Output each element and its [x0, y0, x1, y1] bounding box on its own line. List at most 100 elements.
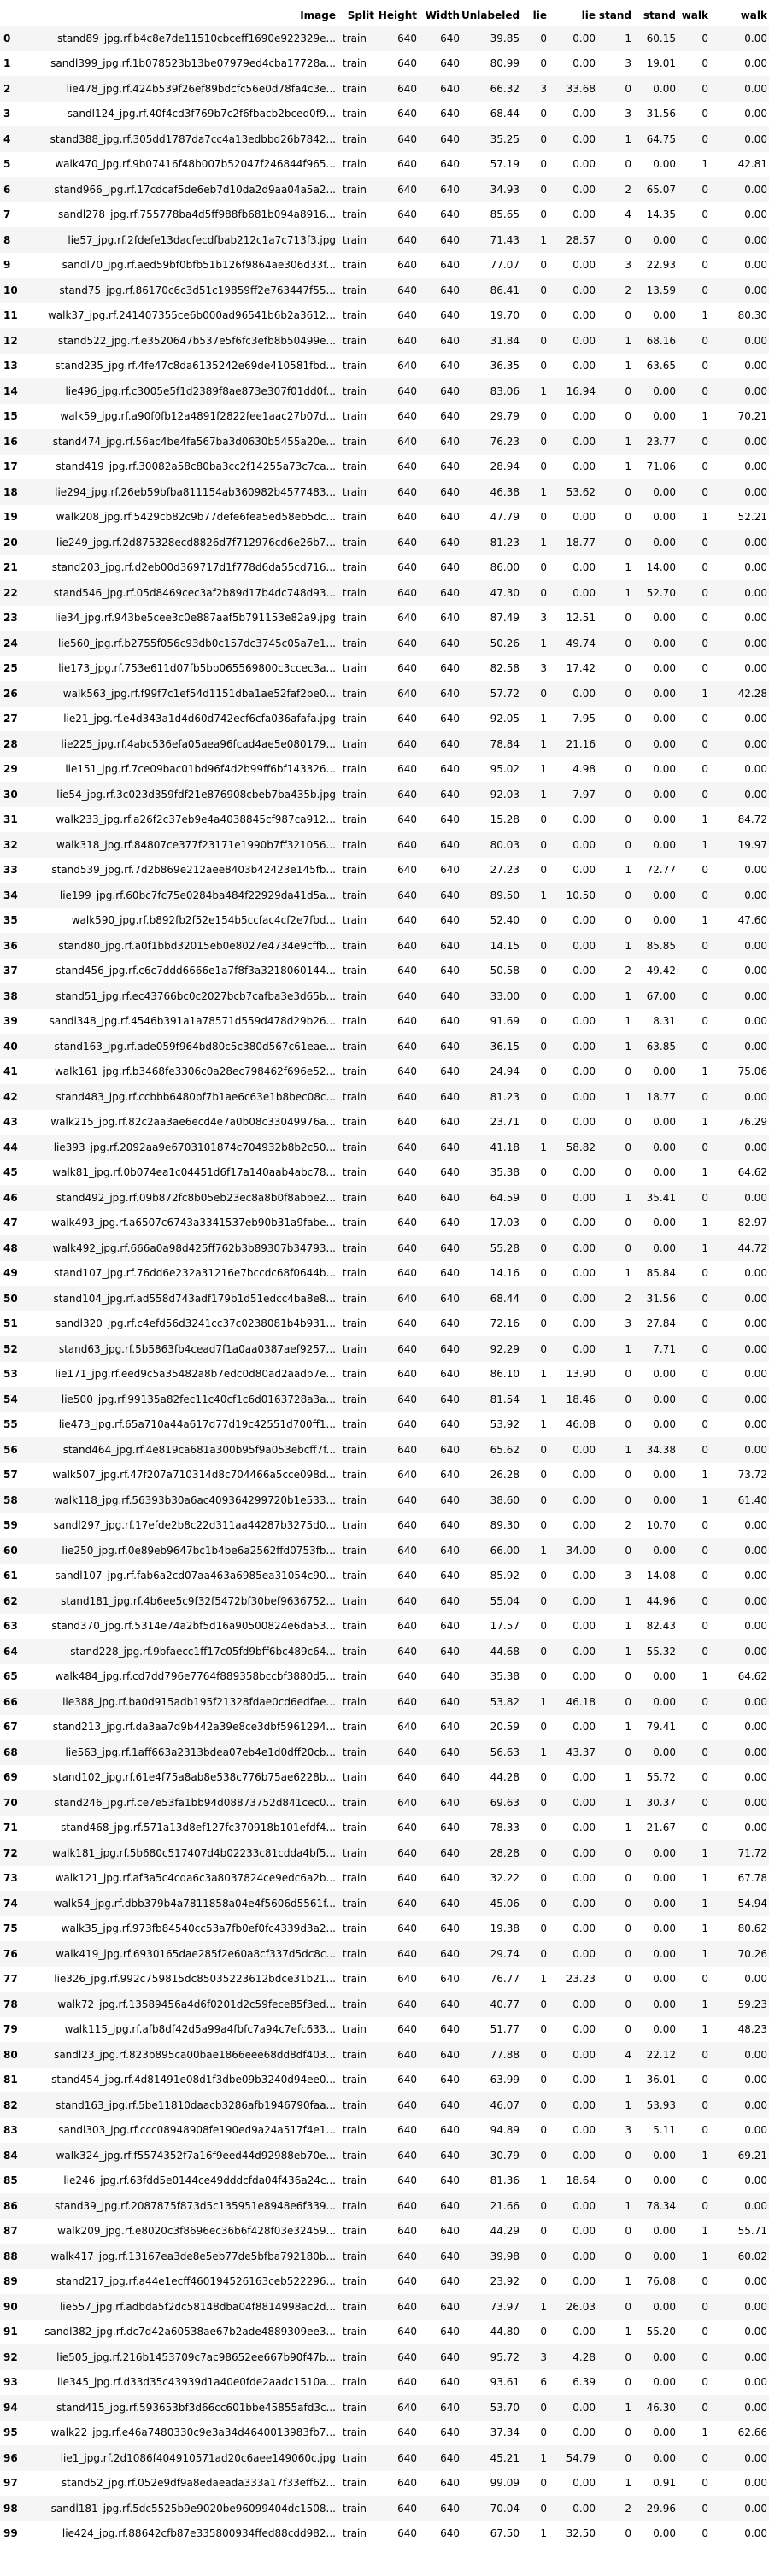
table-cell: 0.00	[653, 763, 676, 776]
split-cell: train	[343, 637, 367, 649]
table-cell: 0	[625, 1695, 631, 1708]
split-cell: train	[343, 2275, 367, 2288]
table-row: 47 walk493_jpg.rf.a6507c6743a3341537eb90b…	[0, 1210, 769, 1235]
table-cell: 640	[440, 1368, 460, 1381]
table-cell: 76.23	[490, 435, 520, 448]
image-cell: sandl320_jpg.rf.c4efd56d3241cc37c0238081…	[55, 1317, 336, 1330]
table-cell: 0	[701, 763, 708, 776]
table-cell: 0.00	[744, 233, 767, 246]
table-cell: 0	[540, 461, 547, 473]
table-cell: 29.79	[490, 410, 520, 423]
image-cell: walk208_jpg.rf.5429cb82c9b77defe6fea5ed5…	[56, 511, 336, 524]
split-cell: train	[343, 1267, 367, 1280]
table-cell: 0.00	[653, 2250, 676, 2262]
table-cell: 0.00	[572, 1267, 596, 1280]
table-cell: 1	[540, 384, 547, 397]
table-cell: 640	[397, 1141, 417, 1153]
row-index: 72	[3, 1846, 18, 1859]
row-index: 53	[3, 1368, 18, 1381]
table-cell: 53.93	[646, 2098, 676, 2111]
table-cell: 28.28	[490, 1846, 520, 1859]
split-cell: train	[343, 2124, 367, 2137]
image-cell: walk324_jpg.rf.f5574352f7a16f9eed44d9298…	[56, 2149, 336, 2162]
table-cell: 33.68	[566, 82, 596, 95]
image-cell: lie294_jpg.rf.26eb59bfba811154ab360982b4…	[55, 485, 336, 498]
table-cell: 640	[397, 1040, 417, 1053]
table-cell: 0.00	[572, 1620, 596, 1633]
table-cell: 1	[625, 132, 631, 145]
table-cell: 0.00	[572, 965, 596, 977]
table-cell: 0.00	[653, 2350, 676, 2363]
table-cell: 0	[540, 1670, 547, 1683]
split-cell: train	[343, 511, 367, 524]
table-cell: 47.60	[737, 914, 767, 927]
table-cell: 0	[540, 108, 547, 120]
table-cell: 0.00	[653, 2023, 676, 2036]
table-cell: 0	[701, 183, 708, 196]
table-cell: 0	[540, 2023, 547, 2036]
table-cell: 0	[701, 82, 708, 95]
table-cell: 640	[397, 32, 417, 44]
table-cell: 0	[701, 384, 708, 397]
table-cell: 19.97	[737, 838, 767, 851]
table-row: 73 walk121_jpg.rf.af3a5c4cda6c3a8037824ce…	[0, 1865, 769, 1891]
table-row: 1 sandl399_jpg.rf.1b078523b13be07979ed4cb…	[0, 50, 769, 76]
table-cell: 640	[440, 737, 460, 750]
table-cell: 0	[540, 2149, 547, 2162]
table-cell: 60.15	[646, 32, 676, 44]
table-cell: 52.21	[737, 511, 767, 524]
table-cell: 640	[397, 989, 417, 1002]
table-cell: 10.50	[566, 889, 596, 901]
table-cell: 22.93	[646, 259, 676, 272]
table-cell: 0	[625, 662, 631, 675]
table-cell: 0	[701, 132, 708, 145]
row-index: 91	[3, 2326, 18, 2338]
table-cell: 16.94	[566, 384, 596, 397]
table-cell: 640	[397, 57, 417, 70]
table-cell: 0	[701, 2350, 708, 2363]
image-cell: stand181_jpg.rf.4b6ee5c9f32f5472bf30bef9…	[61, 1594, 336, 1607]
table-row: 50 stand104_jpg.rf.ad558d743adf179b1d51ed…	[0, 1286, 769, 1311]
table-cell: 50.58	[490, 965, 520, 977]
image-cell: stand522_jpg.rf.e3520647b537e5f6fc3efb8b…	[57, 334, 336, 347]
row-index: 96	[3, 2451, 18, 2464]
split-cell: train	[343, 989, 367, 1002]
table-cell: 0	[540, 586, 547, 599]
table-row: 74 walk54_jpg.rf.dbb379b4a7811858a04e4f56…	[0, 1891, 769, 1916]
table-cell: 640	[440, 813, 460, 826]
table-cell: 0	[625, 763, 631, 776]
table-cell: 640	[397, 1469, 417, 1482]
table-cell: 640	[397, 2124, 417, 2137]
table-cell: 0	[540, 309, 547, 322]
image-cell: walk22_jpg.rf.e46a7480330c9e3a34d4640013…	[50, 2426, 336, 2439]
table-cell: 0.00	[572, 2426, 596, 2439]
table-cell: 0	[625, 158, 631, 171]
image-cell: lie249_jpg.rf.2d875328ecd8826d7f712976cd…	[56, 536, 336, 549]
split-cell: train	[343, 965, 367, 977]
table-cell: 1	[540, 1393, 547, 1405]
table-cell: 640	[440, 108, 460, 120]
image-cell: lie560_jpg.rf.b2755f056c93db0c157dc3745c…	[57, 637, 336, 649]
table-cell: 0.00	[572, 1191, 596, 1204]
row-index: 37	[3, 965, 18, 977]
image-cell: lie563_jpg.rf.1aff663a2313bdea07eb4e1d0d…	[65, 1746, 336, 1758]
table-cell: 23.71	[490, 1116, 520, 1129]
table-cell: 0.00	[744, 737, 767, 750]
table-cell: 0.00	[572, 1493, 596, 1506]
table-cell: 0.00	[653, 309, 676, 322]
table-cell: 640	[440, 1822, 460, 1834]
table-cell: 17.42	[566, 662, 596, 675]
table-cell: 0	[540, 1267, 547, 1280]
table-cell: 0	[701, 2376, 708, 2389]
table-cell: 640	[440, 1217, 460, 1229]
table-cell: 0	[701, 2477, 708, 2490]
table-cell: 0.00	[572, 1670, 596, 1683]
table-cell: 0	[625, 2225, 631, 2238]
split-cell: train	[343, 2023, 367, 2036]
table-cell: 640	[397, 1292, 417, 1305]
table-cell: 640	[440, 1393, 460, 1405]
table-cell: 1	[625, 1645, 631, 1658]
row-index: 20	[3, 536, 18, 549]
row-index: 92	[3, 2350, 18, 2363]
table-row: 3 sandl124_jpg.rf.40f4cd3f769b7c2f6fbacb2…	[0, 101, 769, 126]
